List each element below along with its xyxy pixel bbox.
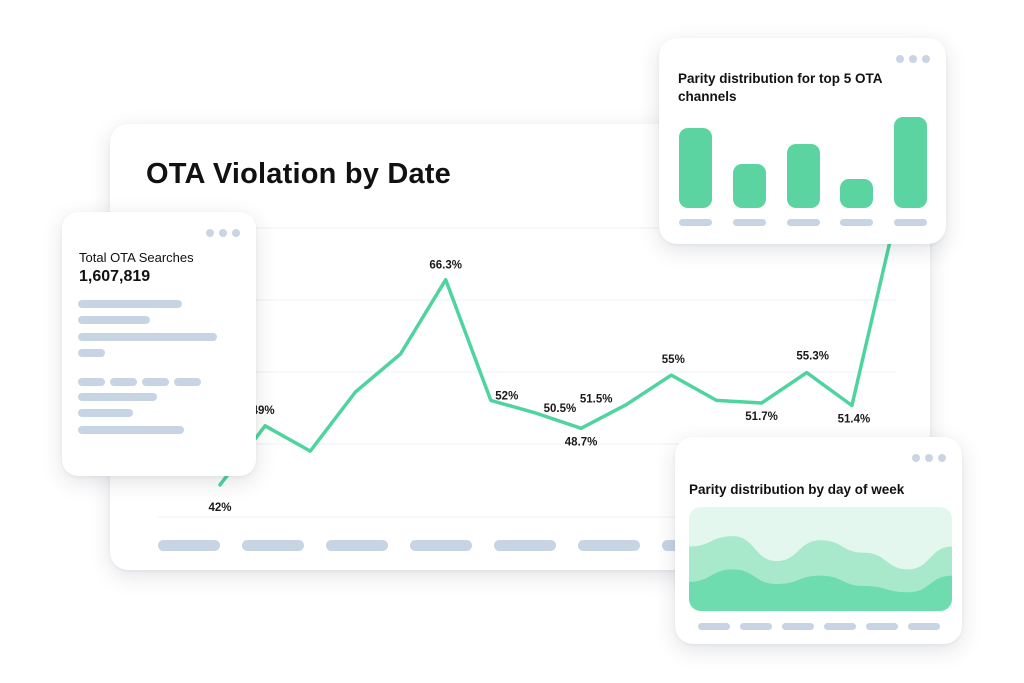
- data-label: 48.7%: [565, 436, 598, 448]
- parity-channel-bar: [840, 178, 873, 208]
- text-placeholder: [110, 378, 137, 386]
- total-searches-value: 1,607,819: [79, 268, 151, 285]
- x-axis-tick-placeholder: [698, 623, 730, 630]
- total-searches-card: Total OTA Searches 1,607,819: [62, 212, 256, 476]
- text-placeholder: [78, 409, 133, 417]
- parity-channel-bar: [894, 117, 927, 208]
- x-axis-tick-placeholder: [840, 219, 873, 226]
- x-axis-tick-placeholder: [824, 623, 856, 630]
- ota-violation-line-chart: 42% 49% 66.3% 52% 50.5% 48.7% 51.5% 55% 51.7% 55.…: [158, 189, 913, 551]
- more-options-icon[interactable]: [896, 55, 930, 63]
- text-placeholder: [78, 378, 105, 386]
- text-placeholder: [174, 378, 201, 386]
- text-placeholder: [78, 349, 105, 357]
- x-axis-tick-placeholder: [894, 219, 927, 226]
- x-axis-tick-placeholder: [410, 540, 472, 551]
- parity-top-channels-card: Parity distribution for top 5 OTA channe…: [659, 38, 946, 244]
- parity-top-channels-title: Parity distribution for top 5 OTA channe…: [678, 71, 882, 104]
- x-axis-tick-placeholder: [908, 623, 940, 630]
- parity-day-of-week-area-chart: [689, 507, 952, 611]
- total-searches-label: Total OTA Searches: [79, 250, 194, 265]
- data-label: 55%: [662, 354, 685, 366]
- parity-day-of-week-title: Parity distribution by day of week: [689, 482, 905, 497]
- data-label: 50.5%: [544, 403, 577, 415]
- x-axis-tick-placeholder: [494, 540, 556, 551]
- x-axis-tick-placeholder: [787, 219, 820, 226]
- x-axis-tick-placeholder: [242, 540, 304, 551]
- parity-channel-bar: [787, 144, 820, 208]
- parity-channel-bar: [679, 127, 712, 208]
- x-axis-tick-placeholders: [158, 540, 724, 551]
- data-label: 55.3%: [796, 351, 829, 363]
- parity-day-of-week-card: Parity distribution by day of week: [675, 437, 962, 644]
- x-axis-tick-placeholder: [866, 623, 898, 630]
- data-label: 51.7%: [745, 411, 778, 423]
- more-options-icon[interactable]: [206, 229, 240, 237]
- text-placeholder: [78, 393, 157, 401]
- x-axis-tick-placeholder: [782, 623, 814, 630]
- area-series-layer-2: [689, 569, 952, 611]
- data-label: 52%: [495, 390, 518, 402]
- x-axis-tick-placeholder: [740, 623, 772, 630]
- text-placeholder: [78, 316, 150, 324]
- data-label: 42%: [208, 502, 231, 514]
- page-title: OTA Violation by Date: [146, 158, 451, 190]
- text-placeholder: [78, 300, 182, 308]
- data-label: 66.3%: [429, 260, 462, 272]
- x-axis-tick-placeholder: [158, 540, 220, 551]
- x-axis-tick-placeholder: [679, 219, 712, 226]
- x-axis-tick-placeholder: [326, 540, 388, 551]
- text-placeholder: [78, 426, 184, 434]
- ota-violation-series-line: [218, 209, 899, 487]
- x-axis-tick-placeholder: [578, 540, 640, 551]
- text-placeholder: [142, 378, 169, 386]
- more-options-icon[interactable]: [912, 454, 946, 462]
- x-axis-tick-placeholder: [733, 219, 766, 226]
- data-label: 49%: [252, 405, 275, 417]
- data-label: 51.5%: [580, 394, 613, 406]
- data-label: 51.4%: [838, 414, 871, 426]
- parity-channel-bar: [733, 164, 766, 208]
- text-placeholder: [78, 333, 217, 341]
